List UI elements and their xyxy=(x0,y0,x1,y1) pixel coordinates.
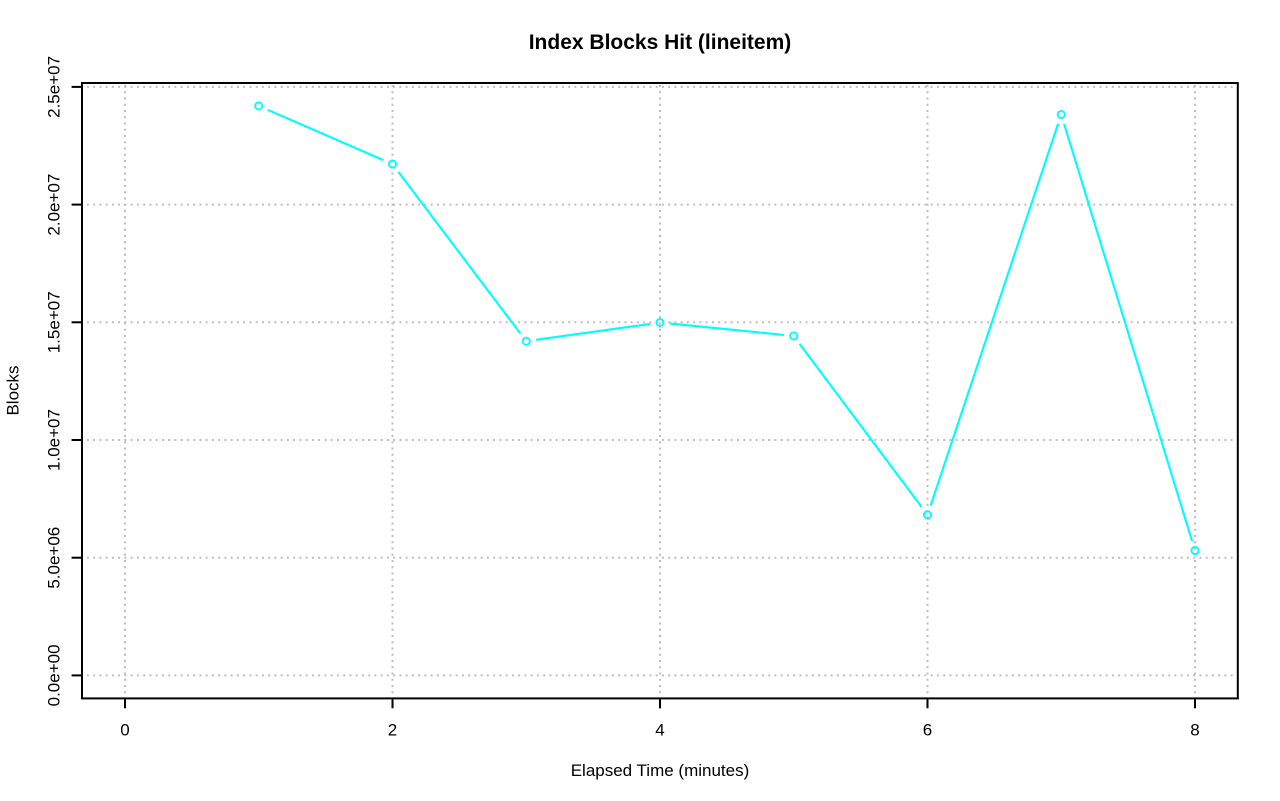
svg-text:0.0e+00: 0.0e+00 xyxy=(44,644,63,706)
svg-text:Blocks: Blocks xyxy=(4,365,23,415)
svg-text:5.0e+06: 5.0e+06 xyxy=(44,527,63,589)
svg-text:4: 4 xyxy=(655,721,664,740)
svg-text:2.0e+07: 2.0e+07 xyxy=(44,174,63,236)
svg-text:1.0e+07: 1.0e+07 xyxy=(44,409,63,471)
svg-text:0: 0 xyxy=(120,721,129,740)
svg-text:1.5e+07: 1.5e+07 xyxy=(44,291,63,353)
svg-text:8: 8 xyxy=(1190,721,1199,740)
svg-text:2.5e+07: 2.5e+07 xyxy=(44,56,63,118)
svg-text:Elapsed Time (minutes): Elapsed Time (minutes) xyxy=(571,761,750,780)
svg-text:6: 6 xyxy=(923,721,932,740)
svg-text:2: 2 xyxy=(388,721,397,740)
svg-text:Index Blocks Hit (lineitem): Index Blocks Hit (lineitem) xyxy=(529,31,792,54)
